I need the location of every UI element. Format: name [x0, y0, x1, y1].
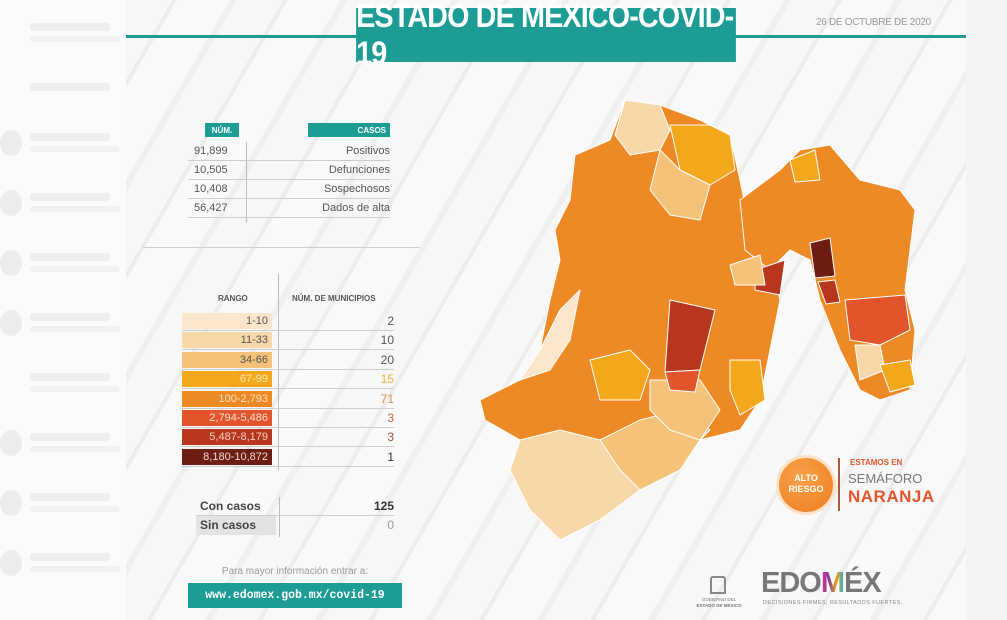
semaforo-divider: [838, 458, 840, 511]
range-row: 34-66 20: [182, 351, 394, 370]
sidebar-entry[interactable]: [0, 430, 120, 458]
total-row: Con casos 125: [196, 497, 394, 516]
range-row: 2,794-5,486 3: [182, 409, 394, 428]
map-east-yellow: [879, 359, 916, 393]
alto-riesgo-badge: ALTO RIESGO: [779, 458, 833, 512]
municipality-map: [479, 99, 916, 541]
num-header: NÚM.: [205, 123, 239, 137]
right-margin: [966, 0, 1007, 620]
range-count: 3: [387, 411, 394, 425]
sidebar-entry[interactable]: [0, 550, 120, 578]
semaforo-line3: NARANJA: [848, 487, 935, 506]
summary-row: 56,427 Dados de alta: [188, 199, 390, 218]
map-north-light: [614, 99, 671, 156]
table-divider: [246, 142, 247, 222]
range-swatch: 1-10: [182, 313, 272, 329]
rango-header: RANGO: [218, 294, 248, 303]
range-row: 67-99 15: [182, 370, 394, 390]
range-count: 71: [380, 391, 394, 406]
range-swatch: 11-33: [182, 332, 272, 349]
summary-row: 10,408 Sospechosos: [188, 180, 390, 199]
gov-logo-text: GOBIERNO DEL ESTADO DE MÉXICO: [696, 597, 742, 608]
range-count: 2: [387, 314, 394, 328]
sidebar-entry[interactable]: [0, 310, 120, 338]
total-divider: [279, 497, 280, 537]
sidebar-entry[interactable]: [0, 190, 120, 218]
range-swatch: 5,487-8,179: [182, 429, 272, 446]
covid-infographic: ESTADO DE MÉXICO-COVID-19 26 DE OCTUBRE …: [126, 0, 966, 620]
range-count: 1: [387, 449, 394, 464]
range-swatch: 67-99: [182, 371, 272, 388]
map-ne-yellow: [789, 149, 821, 183]
summary-row: 10,505 Defunciones: [188, 161, 390, 180]
range-count: 15: [380, 372, 394, 387]
section-divider: [143, 247, 420, 248]
map-center-orange-red: [664, 369, 701, 393]
range-swatch: 100-2,793: [182, 390, 272, 407]
covid-url-link[interactable]: www.edomex.gob.mx/covid-19: [188, 583, 402, 608]
sidebar-entry[interactable]: [8, 80, 118, 108]
sidebar-entry[interactable]: [0, 490, 120, 518]
edomex-tagline: DECISIONES FIRMES, RESULTADOS FUERTES.: [763, 600, 903, 606]
range-swatch: 2,794-5,486: [182, 410, 272, 426]
sidebar-entry[interactable]: [0, 250, 120, 278]
range-row: 11-33 10: [182, 331, 394, 351]
range-swatch: 34-66: [182, 351, 272, 368]
range-row: 5,487-8,179 3: [182, 428, 394, 448]
map-ne-light: [729, 254, 766, 286]
range-row: 100-2,793 71: [182, 390, 394, 409]
map-center-yellow: [589, 349, 651, 401]
range-count: 10: [380, 333, 394, 348]
range-count: 20: [380, 352, 394, 367]
sidebar-entry[interactable]: [8, 370, 120, 398]
range-divider: [278, 274, 279, 470]
map-ecatepec-dark: [809, 237, 836, 279]
sidebar-entry[interactable]: [8, 20, 120, 48]
range-row: 8,180-10,872 1: [182, 448, 394, 467]
edomex-logo: EDOMÉX: [761, 567, 882, 599]
range-row: 1-10 2: [182, 312, 394, 331]
faded-sidebar: [0, 0, 128, 620]
range-count: 3: [387, 430, 394, 445]
coat-of-arms-icon: [710, 576, 726, 594]
sidebar-entry[interactable]: [0, 130, 120, 158]
casos-header: CASOS: [308, 123, 390, 137]
map-neza-red: [817, 279, 841, 305]
map-north-mid: [649, 149, 711, 221]
summary-row: 91,899 Positivos: [188, 142, 390, 161]
map-mid-yellow: [729, 359, 766, 416]
report-date: 26 DE OCTUBRE DE 2020: [816, 17, 931, 28]
map-west-light: [519, 289, 581, 381]
map-east-orange-red: [844, 294, 911, 346]
municipios-header: NÚM. DE MUNICIPIOS: [292, 294, 376, 303]
semaforo-line2: SEMÁFORO: [848, 471, 923, 486]
semaforo-line1: ESTAMOS EN: [850, 458, 903, 467]
more-info-text: Para mayor información entrar a:: [221, 566, 369, 577]
map-center-mid: [649, 379, 721, 441]
range-swatch: 8,180-10,872: [182, 448, 272, 465]
total-row: Sin casos 0: [196, 516, 394, 535]
